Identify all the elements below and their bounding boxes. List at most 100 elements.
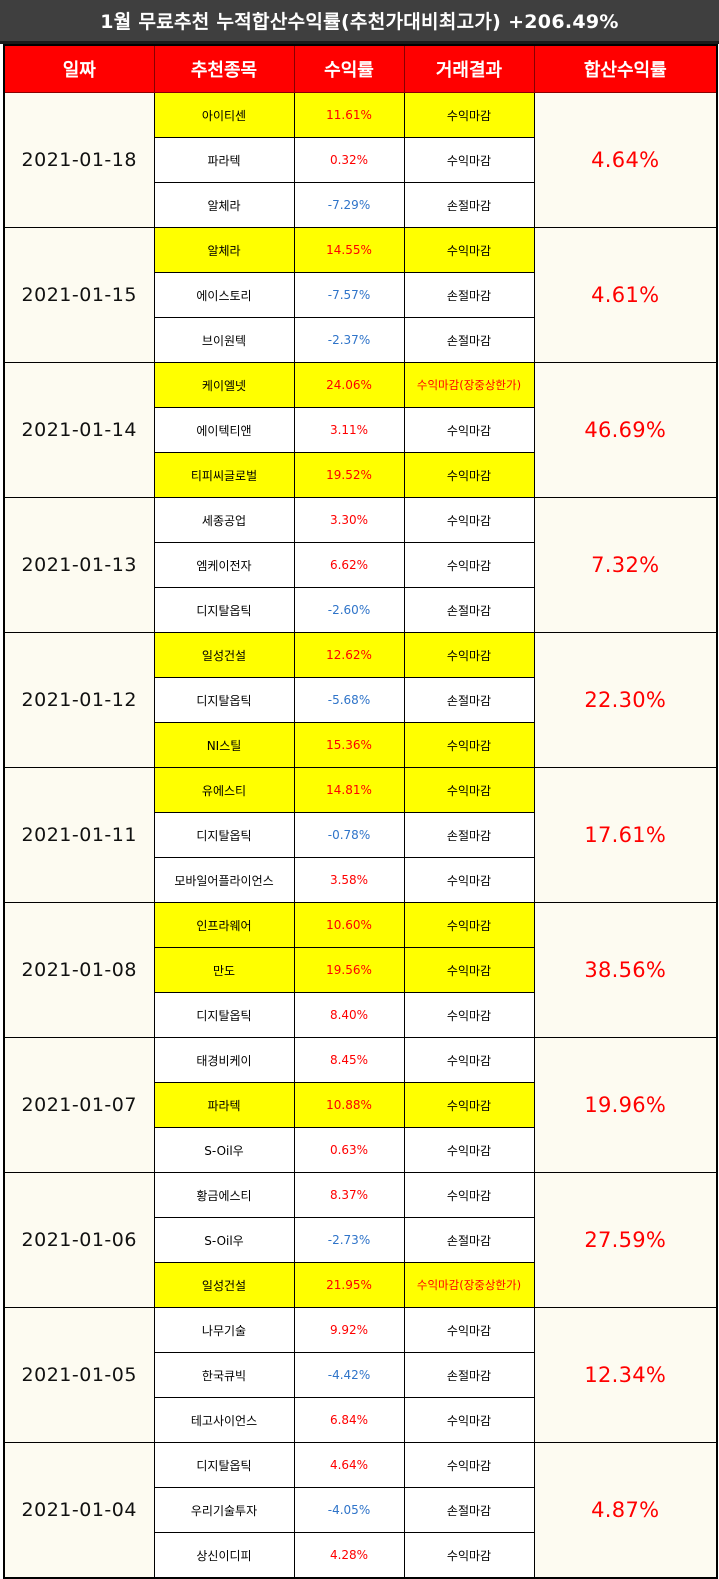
trade-result-cell: 수익마감 <box>403 857 535 903</box>
table-row: 만도 19.56% 수익마감 <box>4 947 717 993</box>
trade-result-cell: 수익마감 <box>403 722 535 768</box>
table-row: 상신이디피 4.28% 수익마감 <box>4 1532 717 1579</box>
trade-result-cell: 수익마감 <box>403 992 535 1038</box>
return-rate-cell: 4.64% <box>293 1442 405 1488</box>
combined-return-cell: 7.32% <box>533 497 718 633</box>
table-header: 일짜 추천종목 수익률 거래결과 합산수익률 <box>3 44 718 93</box>
stock-name-cell: 태경비케이 <box>153 1037 295 1083</box>
header-rate: 수익률 <box>293 44 405 93</box>
sheet-title: 1월 무료추천 누적합산수익률(추천가대비최고가) +206.49% <box>0 0 719 44</box>
table-row: 파라텍 0.32% 수익마감 <box>4 137 717 183</box>
trade-result-cell: 수익마감 <box>403 1082 535 1128</box>
stock-name-cell: 일성건설 <box>153 1262 295 1308</box>
date-cell: 2021-01-13 <box>3 497 155 633</box>
stock-name-cell: 한국큐빅 <box>153 1352 295 1398</box>
table-row: 에이텍티앤 3.11% 수익마감 <box>4 407 717 453</box>
stock-name-cell: 알체라 <box>153 227 295 273</box>
header-result: 거래결과 <box>403 44 535 93</box>
combined-return-cell: 12.34% <box>533 1307 718 1443</box>
table-row: 2021-01-11 유에스티 14.81% 수익마감 17.61% <box>3 767 718 903</box>
table-row: 우리기술투자 -4.05% 손절마감 <box>4 1487 717 1533</box>
date-cell: 2021-01-06 <box>3 1172 155 1308</box>
stock-name-cell: 테고사이언스 <box>153 1397 295 1443</box>
combined-return-cell: 22.30% <box>533 632 718 768</box>
stock-name-cell: S-Oil우 <box>153 1127 295 1173</box>
date-cell: 2021-01-08 <box>3 902 155 1038</box>
combined-return-cell: 4.64% <box>533 92 718 228</box>
stock-name-cell: 디지탈옵틱 <box>153 587 295 633</box>
trade-result-cell: 수익마감 <box>403 947 535 993</box>
stock-name-cell: 브이원텍 <box>153 317 295 363</box>
trade-result-cell: 수익마감 <box>403 137 535 183</box>
trade-result-cell: 손절마감 <box>403 272 535 318</box>
stock-name-cell: 우리기술투자 <box>153 1487 295 1533</box>
table-row: 2021-01-14 케이엘넷 24.06% 수익마감(장중상한가) 46.69% <box>3 362 718 498</box>
return-rate-cell: 14.81% <box>293 767 405 813</box>
trade-result-cell: 수익마감 <box>403 227 535 273</box>
table-row: 2021-01-08 인프라웨어 10.60% 수익마감 38.56% <box>3 902 718 1038</box>
trade-result-cell: 수익마감 <box>403 632 535 678</box>
stock-name-cell: 디지탈옵틱 <box>153 992 295 1038</box>
stock-name-cell: 아이티센 <box>153 92 295 138</box>
table-row: 2021-01-04 디지탈옵틱 4.64% 수익마감 4.87% <box>3 1442 718 1579</box>
trade-result-cell: 손절마감 <box>403 677 535 723</box>
return-rate-cell: 19.56% <box>293 947 405 993</box>
table-row: 브이원텍 -2.37% 손절마감 <box>4 317 717 363</box>
trade-result-cell: 수익마감 <box>403 1532 535 1579</box>
table-row: 디지탈옵틱 -5.68% 손절마감 <box>4 677 717 723</box>
return-rate-cell: 24.06% <box>293 362 405 408</box>
return-rate-cell: 3.11% <box>293 407 405 453</box>
table-row: 2021-01-18 아이티센 11.61% 수익마감 4.64% <box>3 92 718 228</box>
stock-name-cell: 디지탈옵틱 <box>153 812 295 858</box>
table-row: S-Oil우 0.63% 수익마감 <box>4 1127 717 1173</box>
stock-name-cell: 에이스토리 <box>153 272 295 318</box>
stock-name-cell: 티피씨글로벌 <box>153 452 295 498</box>
date-cell: 2021-01-05 <box>3 1307 155 1443</box>
trade-result-cell: 수익마감 <box>403 767 535 813</box>
return-rate-cell: 12.62% <box>293 632 405 678</box>
return-rate-cell: 8.45% <box>293 1037 405 1083</box>
table-row: 디지탈옵틱 8.40% 수익마감 <box>4 992 717 1038</box>
return-rate-cell: 8.37% <box>293 1172 405 1218</box>
return-rate-cell: 4.28% <box>293 1532 405 1579</box>
trade-result-cell: 수익마감 <box>403 1397 535 1443</box>
table-row: 테고사이언스 6.84% 수익마감 <box>4 1397 717 1443</box>
combined-return-cell: 27.59% <box>533 1172 718 1308</box>
trade-result-cell: 수익마감 <box>403 407 535 453</box>
table-row: 일성건설 21.95% 수익마감(장중상한가) <box>4 1262 717 1308</box>
date-cell: 2021-01-04 <box>3 1442 155 1579</box>
stock-name-cell: 황금에스티 <box>153 1172 295 1218</box>
results-table: 일짜 추천종목 수익률 거래결과 합산수익률 2021-01-18 아이티센 11.… <box>3 44 718 1579</box>
return-rate-cell: 8.40% <box>293 992 405 1038</box>
header-stock: 추천종목 <box>153 44 295 93</box>
return-rate-cell: -4.05% <box>293 1487 405 1533</box>
stock-name-cell: 상신이디피 <box>153 1532 295 1579</box>
table-row: 파라텍 10.88% 수익마감 <box>4 1082 717 1128</box>
return-rate-cell: 9.92% <box>293 1307 405 1353</box>
date-cell: 2021-01-18 <box>3 92 155 228</box>
trade-result-cell: 수익마감 <box>403 1307 535 1353</box>
return-rate-cell: -7.29% <box>293 182 405 228</box>
stock-name-cell: 세종공업 <box>153 497 295 543</box>
trade-result-cell: 손절마감 <box>403 317 535 363</box>
table-row: 2021-01-07 태경비케이 8.45% 수익마감 19.96% <box>3 1037 718 1173</box>
return-rate-cell: -5.68% <box>293 677 405 723</box>
return-rate-cell: 0.63% <box>293 1127 405 1173</box>
trade-result-cell: 수익마감 <box>403 452 535 498</box>
stock-name-cell: 알체라 <box>153 182 295 228</box>
table-row: 에이스토리 -7.57% 손절마감 <box>4 272 717 318</box>
trade-result-cell: 손절마감 <box>403 1352 535 1398</box>
stock-name-cell: 디지탈옵틱 <box>153 677 295 723</box>
return-rate-cell: -4.42% <box>293 1352 405 1398</box>
table-row: 2021-01-05 나무기술 9.92% 수익마감 12.34% <box>3 1307 718 1443</box>
trade-result-cell: 수익마감 <box>403 1037 535 1083</box>
return-rate-cell: -0.78% <box>293 812 405 858</box>
combined-return-cell: 19.96% <box>533 1037 718 1173</box>
combined-return-cell: 17.61% <box>533 767 718 903</box>
stock-name-cell: 파라텍 <box>153 137 295 183</box>
header-date: 일짜 <box>3 44 155 93</box>
return-rate-cell: 6.62% <box>293 542 405 588</box>
return-rate-cell: 21.95% <box>293 1262 405 1308</box>
return-rate-cell: -2.60% <box>293 587 405 633</box>
